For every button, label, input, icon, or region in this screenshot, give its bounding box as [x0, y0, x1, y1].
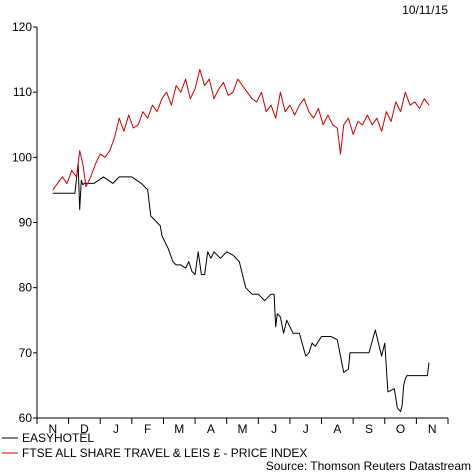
legend-label-0: EASYHOTEL — [22, 431, 94, 445]
y-tick-label: 120 — [12, 20, 32, 34]
y-axis: 60 70 80 90 100 110 120 — [12, 20, 37, 425]
legend-label-1: FTSE ALL SHARE TRAVEL & LEIS £ - PRICE I… — [22, 446, 307, 460]
y-tick-label: 60 — [19, 411, 33, 425]
x-tick-label: J — [303, 422, 309, 436]
x-tick-label: A — [207, 422, 215, 436]
x-tick-label: J — [113, 422, 119, 436]
x-tick-label: O — [396, 422, 405, 436]
x-tick-label: J — [271, 422, 277, 436]
series-line-1 — [52, 68, 430, 191]
y-tick-label: 100 — [12, 150, 32, 164]
x-tick-label: D — [80, 422, 89, 436]
x-tick-label: S — [365, 422, 373, 436]
x-tick-label: M — [238, 422, 248, 436]
y-tick-label: 90 — [19, 216, 33, 230]
x-tick-label: F — [144, 422, 151, 436]
y-tick-label: 80 — [19, 281, 33, 295]
y-tick-label: 110 — [13, 85, 32, 99]
series-line-0 — [52, 163, 430, 412]
series-lines — [52, 68, 430, 412]
chart-date-label: 10/11/15 — [402, 3, 448, 17]
y-tick-label: 70 — [19, 346, 33, 360]
x-tick-label: M — [174, 422, 184, 436]
x-tick-label: N — [428, 422, 437, 436]
source-label: Source: Thomson Reuters Datastream — [266, 459, 471, 473]
x-tick-label: A — [333, 422, 341, 436]
x-tick-label: N — [48, 422, 57, 436]
